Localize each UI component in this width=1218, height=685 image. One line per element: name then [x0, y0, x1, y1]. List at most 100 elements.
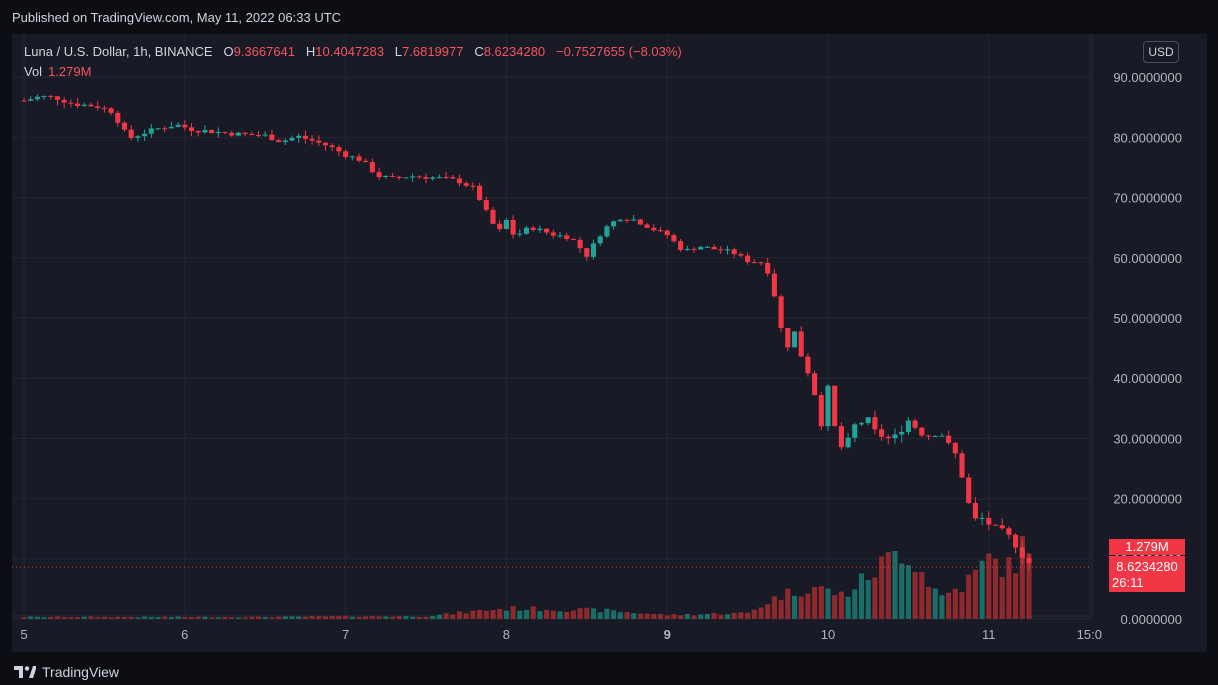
volume-bar [81, 616, 87, 619]
candle-body [678, 241, 684, 251]
candle-body [182, 124, 188, 128]
low-value: 7.6819977 [402, 44, 464, 59]
volume-bar [939, 595, 945, 619]
brand-name: TradingView [42, 664, 120, 680]
volume-bar [343, 615, 349, 619]
candle-body [939, 435, 945, 437]
candle-body [825, 385, 831, 427]
candle-body [657, 230, 664, 232]
candle-body [316, 140, 322, 143]
candle-body [832, 385, 838, 427]
volume-bar [657, 613, 664, 619]
volume-bar [557, 611, 563, 619]
volume-bar [463, 613, 469, 619]
y-tick-label: 60.0000000 [1113, 251, 1182, 266]
candle-body [21, 100, 27, 102]
candle-body [812, 373, 818, 396]
volume-bar [423, 616, 429, 619]
candle-body [95, 106, 101, 108]
brand[interactable]: TradingView [14, 664, 119, 680]
candle-body [1019, 547, 1025, 558]
candle-body [550, 232, 556, 236]
volume-bar [477, 609, 483, 619]
volume-bar [771, 596, 777, 619]
candle-body [121, 122, 128, 130]
volume-bar [805, 593, 811, 619]
candle-body [718, 249, 724, 251]
volume-bar [309, 616, 315, 619]
candle-body [416, 176, 422, 178]
candle-body [711, 246, 717, 250]
x-tick-label: 15:0 [1077, 627, 1102, 642]
candle-body [510, 219, 516, 235]
candle-body [758, 262, 764, 264]
volume-bar [899, 563, 905, 619]
volume-bar [148, 616, 154, 619]
volume-bar [363, 616, 369, 619]
y-tick-label: 80.0000000 [1113, 130, 1182, 145]
volume-bar [450, 614, 456, 619]
volume-bar [1026, 553, 1032, 619]
candle-body [523, 227, 530, 234]
candle-body [336, 147, 342, 152]
volume-bar [503, 610, 509, 619]
x-tick-label: 5 [20, 627, 27, 642]
candle-body [557, 235, 563, 237]
volume-bar [255, 616, 262, 619]
volume-bar [68, 617, 74, 619]
candle-body [1026, 557, 1032, 564]
volume-bar [570, 610, 576, 619]
candle-body [691, 248, 697, 250]
volume-bar [832, 595, 838, 619]
y-tick-label: 50.0000000 [1113, 311, 1182, 326]
volume-badge-text: 1.279M [1125, 539, 1168, 554]
currency-button[interactable]: USD [1143, 41, 1179, 63]
volume-bar [1013, 573, 1019, 619]
volume-bar [537, 611, 543, 619]
candle-body [785, 328, 791, 348]
candle-body [517, 233, 523, 235]
volume-bar [584, 607, 590, 619]
candle-body [289, 137, 295, 141]
volume-bar [302, 616, 308, 619]
x-tick-label: 8 [503, 627, 510, 642]
candle-body [209, 129, 215, 134]
volume-bar [684, 613, 690, 619]
volume-bar [711, 613, 717, 619]
volume-bar [617, 612, 623, 619]
volume-bar [115, 616, 121, 619]
volume-bar [959, 591, 965, 619]
volume-label: Vol [24, 64, 43, 79]
candle-body [946, 435, 952, 443]
x-tick-label: 9 [664, 627, 671, 642]
candle-body [745, 255, 751, 263]
volume-bar [664, 615, 670, 619]
volume-bar [550, 610, 556, 619]
candle-body [651, 227, 657, 231]
candle-body [865, 417, 871, 424]
volume-bar [879, 556, 885, 619]
volume-bar [456, 611, 463, 619]
volume-bar [436, 614, 442, 619]
candle-body [115, 112, 121, 123]
candle-body [544, 228, 550, 233]
volume-bar [966, 574, 972, 619]
candle-body [222, 131, 228, 133]
candle-body [363, 160, 369, 163]
volume-bar [671, 614, 677, 619]
volume-bar [182, 617, 188, 619]
candle-body [436, 177, 442, 179]
candle-body [28, 99, 34, 101]
candle-body [142, 133, 148, 137]
volume-bar [999, 577, 1005, 619]
volume-bar [818, 586, 824, 619]
price-chart[interactable]: 90.000000080.000000070.000000060.0000000… [12, 34, 1207, 652]
plot-area [12, 34, 1092, 616]
published-bar: Published on TradingView.com, May 11, 20… [0, 0, 1218, 34]
candle-body [664, 230, 670, 236]
candle-body [255, 135, 262, 137]
candle-body [383, 175, 389, 178]
candle-body [852, 424, 858, 438]
x-tick-label: 11 [982, 627, 996, 642]
chart-panel[interactable]: 90.0000000 80.0000000 70.0000000 60.0000000… [12, 34, 1207, 652]
